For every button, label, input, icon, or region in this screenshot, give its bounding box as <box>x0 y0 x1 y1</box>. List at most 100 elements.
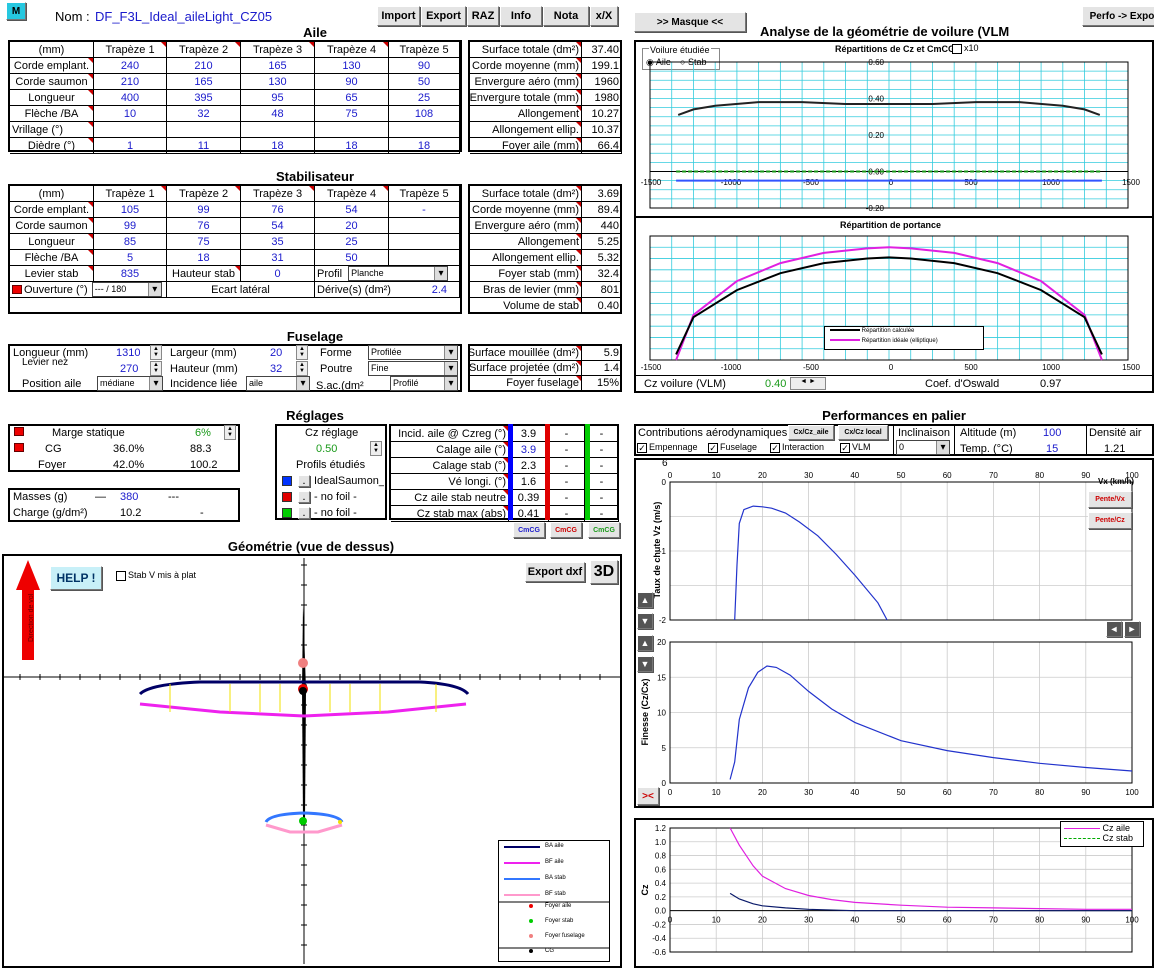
reglage-value[interactable]: - <box>585 442 619 458</box>
stab-v-checkbox[interactable]: Stab V mis à plat <box>116 570 196 581</box>
stab-cell[interactable]: 76 <box>241 202 315 218</box>
header-button-info[interactable]: Info <box>500 6 542 26</box>
aile-cell[interactable]: 75 <box>315 106 389 122</box>
cz-voilure-scroll[interactable]: ◄ ► <box>790 377 826 390</box>
ouverture-select[interactable]: --- / 180 <box>91 282 162 297</box>
cmcg-button-1[interactable]: CmCG <box>513 522 545 538</box>
aile-cell[interactable]: 32 <box>167 106 241 122</box>
aile-cell[interactable]: 165 <box>241 58 315 74</box>
fus-levier-nez-value[interactable]: 270 <box>120 363 139 375</box>
cz-reglage-value[interactable]: 0.50 <box>316 443 338 455</box>
view-3d-button[interactable]: 3D <box>590 560 618 584</box>
scroll-down-1[interactable]: ▼ <box>637 613 653 629</box>
reglage-value[interactable]: - <box>549 474 585 490</box>
stab-cell[interactable]: 99 <box>94 218 167 234</box>
aile-cell[interactable]: 10 <box>94 106 167 122</box>
header-button-nota[interactable]: Nota <box>543 6 589 26</box>
scroll-down-2[interactable]: ▼ <box>637 656 653 672</box>
aile-cell[interactable]: 108 <box>389 106 460 122</box>
stab-cell[interactable]: 25 <box>315 234 389 250</box>
forme-select[interactable]: Profilée <box>368 345 458 360</box>
scroll-up-2[interactable]: ▲ <box>637 635 653 651</box>
perfo-export-button[interactable]: Perfo -> Expo <box>1082 6 1154 26</box>
masque-button[interactable]: >> Masque << <box>634 12 746 32</box>
temp-value[interactable]: 15 <box>1046 443 1059 455</box>
check-fuselage[interactable]: ✓ Fuselage <box>708 442 758 453</box>
longueur-spinner[interactable]: ▲ ▼ <box>150 345 162 360</box>
reglage-value[interactable]: - <box>585 490 619 506</box>
pente-cz-button[interactable]: Pente/Cz <box>1088 512 1132 529</box>
cz-reglage-spinner[interactable]: ▲ ▼ <box>370 441 382 456</box>
largeur-spinner[interactable]: ▲ ▼ <box>296 345 308 360</box>
cxcz-local-button[interactable]: Cx/Cz local <box>838 425 888 440</box>
check-interaction[interactable]: ✓ Interaction <box>770 442 825 453</box>
help-button[interactable]: HELP ! <box>50 566 102 590</box>
hauteur-stab-value[interactable]: 0 <box>241 266 315 282</box>
prev-arrow-button[interactable]: ◄ <box>1106 621 1122 637</box>
marge-value[interactable]: 6% <box>195 427 211 439</box>
stab-cell[interactable] <box>389 218 460 234</box>
stab-cell[interactable]: 54 <box>315 202 389 218</box>
reglage-value[interactable]: - <box>585 458 619 474</box>
fus-hauteur-value[interactable]: 32 <box>270 363 283 375</box>
pente-vx-button[interactable]: Pente/Vx <box>1088 491 1132 508</box>
inclinaison-select[interactable]: 0 <box>896 440 950 455</box>
aile-cell[interactable]: 25 <box>389 90 460 106</box>
export-dxf-button[interactable]: Export dxf <box>525 562 585 582</box>
stab-cell[interactable]: 20 <box>315 218 389 234</box>
aile-cell[interactable]: 95 <box>241 90 315 106</box>
aile-cell[interactable]: 130 <box>241 74 315 90</box>
cz-voilure-value[interactable]: 0.40 <box>765 378 787 390</box>
derive-value[interactable]: 2.4 <box>431 283 447 296</box>
fus-largeur-value[interactable]: 20 <box>270 347 283 359</box>
cmcg-button-3[interactable]: CmCG <box>588 522 620 538</box>
stab-cell[interactable]: 75 <box>167 234 241 250</box>
aile-cell[interactable]: 11 <box>167 138 241 154</box>
aile-cell[interactable] <box>315 122 389 138</box>
stab-cell[interactable] <box>389 234 460 250</box>
zoom-button[interactable]: >< <box>637 787 659 805</box>
stab-cell[interactable]: 54 <box>241 218 315 234</box>
aile-cell[interactable] <box>167 122 241 138</box>
aile-cell[interactable]: 18 <box>315 138 389 154</box>
cmcg-button-2[interactable]: CmCG <box>550 522 582 538</box>
aile-cell[interactable]: 210 <box>94 74 167 90</box>
aile-cell[interactable]: 210 <box>167 58 241 74</box>
reglage-value[interactable]: - <box>549 490 585 506</box>
stab-cell[interactable]: - <box>389 202 460 218</box>
cxcz-aile-button[interactable]: Cx/Cz_aile <box>788 425 834 440</box>
stab-cell[interactable]: 5 <box>94 250 167 266</box>
profil-select-button-3[interactable]: . <box>298 507 310 519</box>
check-empennage[interactable]: ✓ Empennage <box>637 442 698 453</box>
profil-select[interactable]: Planche <box>348 266 449 281</box>
reglage-value[interactable]: - <box>585 474 619 490</box>
check-vlm[interactable]: ✓ VLM <box>840 442 871 453</box>
aile-cell[interactable] <box>389 122 460 138</box>
stab-cell[interactable]: 99 <box>167 202 241 218</box>
stab-cell[interactable]: 105 <box>94 202 167 218</box>
aile-cell[interactable]: 130 <box>315 58 389 74</box>
aile-cell[interactable]: 400 <box>94 90 167 106</box>
header-button-import[interactable]: Import <box>377 6 420 26</box>
sac-select[interactable]: Profilé <box>390 376 458 391</box>
scroll-up-1[interactable]: ▲ <box>637 592 653 608</box>
aile-cell[interactable]: 165 <box>167 74 241 90</box>
header-button-xxx[interactable]: x/X <box>590 6 618 26</box>
aile-cell[interactable]: 395 <box>167 90 241 106</box>
poutre-select[interactable]: Fine <box>368 361 458 376</box>
aile-cell[interactable]: 65 <box>315 90 389 106</box>
aile-cell[interactable]: 18 <box>241 138 315 154</box>
header-button-raz[interactable]: RAZ <box>467 6 499 26</box>
reglage-value[interactable]: - <box>585 426 619 442</box>
x10-checkbox[interactable]: x10 <box>952 43 979 54</box>
stab-cell[interactable]: 31 <box>241 250 315 266</box>
aile-cell[interactable]: 18 <box>389 138 460 154</box>
header-button-export[interactable]: Export <box>421 6 466 26</box>
reglage-value[interactable]: - <box>549 458 585 474</box>
aile-cell[interactable]: 1 <box>94 138 167 154</box>
masses-value[interactable]: 380 <box>120 491 139 503</box>
aile-cell[interactable]: 240 <box>94 58 167 74</box>
aile-cell[interactable] <box>241 122 315 138</box>
hauteur-spinner[interactable]: ▲ ▼ <box>296 361 308 376</box>
reglage-value[interactable]: - <box>549 506 585 522</box>
